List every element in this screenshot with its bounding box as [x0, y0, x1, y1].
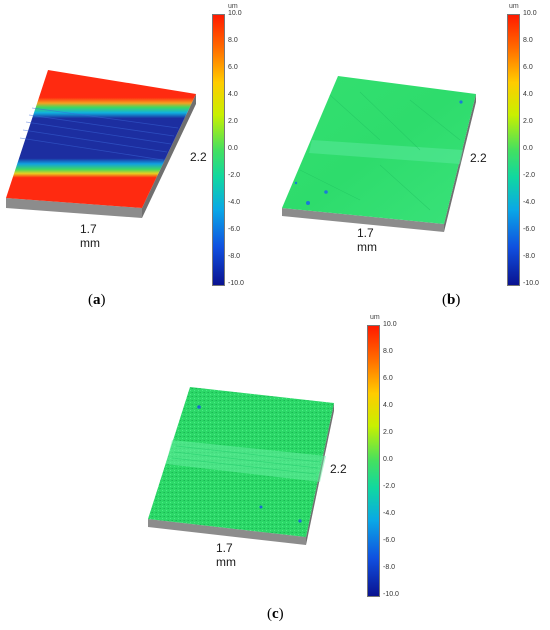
surface-side-front-a	[6, 198, 142, 218]
colorbar-tick: 8.0	[383, 348, 393, 355]
caption-close-b: )	[455, 292, 461, 308]
worn-band-c	[166, 440, 326, 482]
colorbar-tick: 8.0	[523, 37, 533, 44]
colorbar-tick: -2.0	[228, 172, 241, 179]
colorbar-tick: -2.0	[523, 172, 536, 179]
colorbar-tick: -10.0	[523, 280, 539, 287]
caption-c: (c)	[267, 606, 284, 623]
colorbar-tick: -4.0	[228, 199, 241, 206]
worn-band-b	[309, 140, 463, 164]
width-label-b: 1.7 mm	[357, 226, 377, 254]
caption-open-a: (	[88, 292, 93, 308]
colorbar-unit-c: um	[370, 314, 380, 321]
scratch-texture-b	[299, 91, 461, 211]
defect-spots-b	[294, 100, 463, 205]
caption-open-b: (	[442, 292, 447, 308]
length-label-a: 2.2	[190, 150, 207, 164]
colorbar-tick: 4.0	[523, 91, 533, 98]
colorbar-b	[507, 14, 520, 286]
colorbar-c	[367, 325, 380, 597]
colorbar-tick: -2.0	[383, 483, 396, 490]
surface-side-front-c	[148, 519, 306, 545]
caption-letter-b: b	[447, 292, 456, 308]
length-label-c: 2.2	[330, 462, 347, 476]
colorbar-tick: -6.0	[523, 226, 536, 233]
colorbar-tick: 2.0	[383, 429, 393, 436]
length-label-b: 2.2	[470, 151, 487, 165]
colorbar-tick: 10.0	[523, 10, 537, 17]
groove-texture-a	[19, 107, 179, 161]
colorbar-a	[212, 14, 225, 286]
caption-letter-c: c	[272, 606, 279, 622]
colorbar-tick: 2.0	[228, 118, 238, 125]
colorbar-tick: 4.0	[228, 91, 238, 98]
colorbar-tick: -8.0	[383, 564, 396, 571]
caption-a: (a)	[88, 292, 106, 309]
colorbar-tick: 6.0	[228, 64, 238, 71]
colorbar-tick: 10.0	[383, 321, 397, 328]
colorbar-tick: -4.0	[383, 510, 396, 517]
caption-letter-a: a	[93, 292, 101, 308]
colorbar-unit-a: um	[228, 3, 238, 10]
colorbar-tick: 0.0	[228, 145, 238, 152]
colorbar-tick: 6.0	[383, 375, 393, 382]
colorbar-tick: -10.0	[228, 280, 244, 287]
colorbar-tick: 8.0	[228, 37, 238, 44]
defect-spots-c	[197, 405, 302, 523]
width-label-a: 1.7 mm	[80, 222, 100, 250]
surface-side-right-a	[142, 94, 196, 218]
colorbar-tick: 0.0	[523, 145, 533, 152]
colorbar-tick: 6.0	[523, 64, 533, 71]
caption-close-c: )	[278, 606, 284, 622]
colorbar-tick: 2.0	[523, 118, 533, 125]
caption-close-a: )	[100, 292, 106, 308]
colorbar-tick: -6.0	[383, 537, 396, 544]
colorbar-tick: -4.0	[523, 199, 536, 206]
band-texture-c	[171, 445, 321, 475]
width-label-c: 1.7 mm	[216, 541, 236, 569]
colorbar-tick: 10.0	[228, 10, 242, 17]
colorbar-tick: -6.0	[228, 226, 241, 233]
caption-open-c: (	[267, 606, 272, 622]
colorbar-tick: -8.0	[228, 253, 241, 260]
colorbar-unit-b: um	[509, 3, 519, 10]
colorbar-tick: -10.0	[383, 591, 399, 598]
caption-b: (b)	[442, 292, 460, 309]
surface-top-a	[6, 70, 196, 208]
colorbar-tick: -8.0	[523, 253, 536, 260]
colorbar-tick: 0.0	[383, 456, 393, 463]
surface-side-front-b	[282, 208, 444, 232]
colorbar-tick: 4.0	[383, 402, 393, 409]
